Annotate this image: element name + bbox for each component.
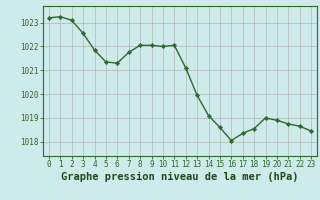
X-axis label: Graphe pression niveau de la mer (hPa): Graphe pression niveau de la mer (hPa)	[61, 172, 299, 182]
